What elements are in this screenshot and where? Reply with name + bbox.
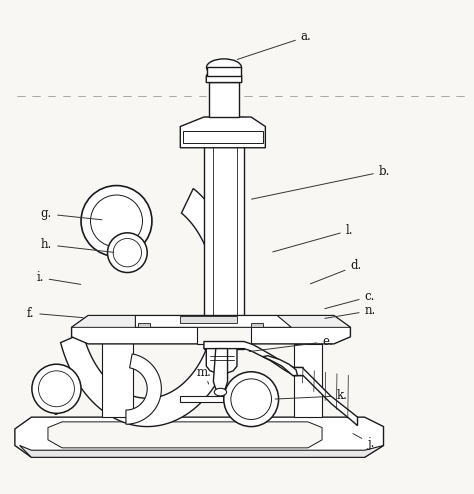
Ellipse shape [108,233,147,273]
Bar [197,316,251,344]
Polygon shape [180,117,265,148]
Text: h.: h. [41,238,114,252]
Ellipse shape [207,59,241,76]
Text: j.: j. [353,434,374,450]
Polygon shape [72,316,350,328]
Text: g.: g. [41,207,102,220]
Text: f.: f. [27,307,83,320]
Bar [180,396,251,402]
Polygon shape [102,337,133,417]
Polygon shape [15,417,383,457]
Polygon shape [293,368,357,426]
Bar [209,82,239,117]
Polygon shape [182,131,263,143]
Bar [180,316,237,323]
Text: n.: n. [325,304,376,318]
Polygon shape [136,316,292,328]
Polygon shape [19,446,383,457]
Polygon shape [126,354,161,424]
Polygon shape [61,189,239,427]
Text: a.: a. [237,30,311,59]
Ellipse shape [81,186,152,256]
Ellipse shape [113,239,142,267]
Text: e.: e. [249,335,333,352]
Polygon shape [294,344,322,417]
Text: d.: d. [310,259,362,284]
Polygon shape [72,316,350,344]
Text: m.: m. [197,366,212,384]
Text: b.: b. [252,165,390,199]
Text: c.: c. [325,290,375,309]
Polygon shape [263,356,298,375]
Polygon shape [213,349,228,391]
Polygon shape [204,341,303,375]
Polygon shape [206,344,237,373]
Ellipse shape [231,379,272,419]
Text: k.: k. [275,389,347,403]
Text: l.: l. [273,224,353,252]
Ellipse shape [32,364,81,413]
Text: i.: i. [36,271,81,285]
Polygon shape [206,72,242,82]
Bar [207,67,241,76]
Polygon shape [48,422,322,448]
Ellipse shape [91,195,143,247]
Polygon shape [138,323,150,328]
Bar [204,117,244,349]
Ellipse shape [38,371,74,407]
Ellipse shape [224,372,279,427]
Ellipse shape [214,388,227,396]
Polygon shape [251,323,263,328]
